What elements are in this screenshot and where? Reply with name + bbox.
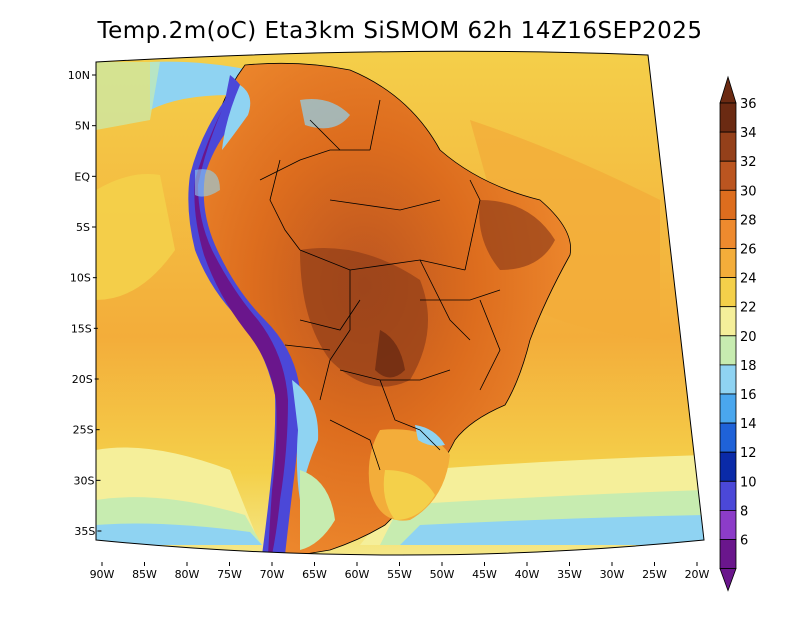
colorbar-label: 26 [740,243,757,258]
colorbar-label: 18 [740,359,757,374]
lon-tick-label: 60W [345,568,370,581]
colorbar-swatch [719,539,737,570]
colorbar-label: 36 [740,97,757,112]
colorbar: 36 34 32 30 28 26 24 22 20 18 16 14 12 10 8 6 [719,75,757,592]
map-title: Temp.2m(oC) Eta3km SiSMOM 62h 14Z16SEP20… [97,18,703,44]
colorbar-swatch [719,160,737,191]
lat-tick-label: 20S [72,373,93,386]
lat-tick-label: 5S [76,221,90,234]
lon-tick-label: 50W [430,568,455,581]
colorbar-swatch [719,480,737,511]
lon-tick-label: 20W [685,568,710,581]
colorbar-swatch [719,277,737,308]
lat-tick-label: 15S [71,322,92,335]
colorbar-label: 10 [740,475,757,490]
lon-tick-label: 80W [175,568,200,581]
lon-tick-label: 40W [515,568,540,581]
colorbar-swatch [719,509,737,540]
colorbar-swatch [719,131,737,162]
lat-tick-label: 35S [74,525,95,538]
colorbar-label: 30 [740,184,757,199]
lat-tick-label: 10S [70,272,91,285]
colorbar-label: 24 [740,272,757,287]
latitude-axis: 10N 5N EQ 5S 10S 15S 20S 25S 30S 35S [68,69,102,538]
lon-tick-label: 75W [217,568,242,581]
country-borders [259,99,501,471]
colorbar-label: 34 [740,126,757,141]
colorbar-swatch [719,306,737,337]
lat-tick-label: EQ [74,170,90,183]
colorbar-swatch [719,335,737,366]
colorbar-swatch [719,218,737,249]
lat-tick-label: 30S [74,474,95,487]
lon-tick-label: 35W [557,568,582,581]
lon-tick-label: 25W [642,568,667,581]
lon-tick-label: 55W [387,568,412,581]
colorbar-label: 14 [740,417,757,432]
colorbar-label: 28 [740,213,757,228]
lon-tick-label: 70W [260,568,285,581]
colorbar-swatch [719,451,737,482]
lon-tick-label: 45W [472,568,497,581]
map-frame [95,50,705,556]
colorbar-label: 20 [740,330,757,345]
colorbar-swatch [719,102,737,133]
lon-tick-label: 30W [600,568,625,581]
longitude-axis: 90W 85W 80W 75W 70W 65W 60W 55W 50W 45W 40W 35W 30W 2… [90,562,710,581]
colorbar-label: 32 [740,155,757,170]
colorbar-label: 12 [740,446,757,461]
colorbar-label: 8 [740,504,748,519]
lat-tick-label: 10N [68,69,90,82]
colorbar-swatch [719,364,737,395]
colorbar-label: 16 [740,388,757,403]
lon-tick-label: 85W [132,568,157,581]
colorbar-top-arrow [719,75,737,104]
colorbar-swatch [719,189,737,220]
lat-tick-label: 25S [73,424,94,437]
colorbar-swatch [719,248,737,279]
colorbar-swatch [719,393,737,424]
map-field [96,51,704,555]
colorbar-swatch [719,422,737,453]
lon-tick-label: 65W [302,568,327,581]
lon-tick-label: 90W [90,568,115,581]
lat-tick-label: 5N [75,120,90,133]
colorbar-label: 22 [740,301,757,316]
colorbar-bottom-arrow [719,568,737,592]
colorbar-label: 6 [740,534,748,549]
